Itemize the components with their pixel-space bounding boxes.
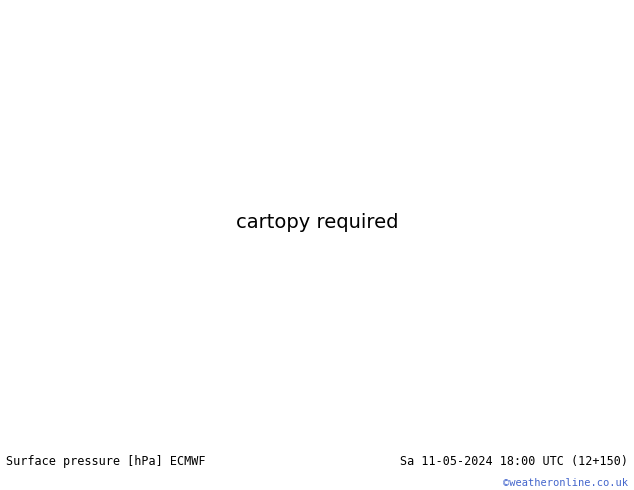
Text: ©weatheronline.co.uk: ©weatheronline.co.uk xyxy=(503,478,628,489)
Text: Surface pressure [hPa] ECMWF: Surface pressure [hPa] ECMWF xyxy=(6,455,206,468)
Text: cartopy required: cartopy required xyxy=(236,214,398,232)
Text: Sa 11-05-2024 18:00 UTC (12+150): Sa 11-05-2024 18:00 UTC (12+150) xyxy=(399,455,628,468)
